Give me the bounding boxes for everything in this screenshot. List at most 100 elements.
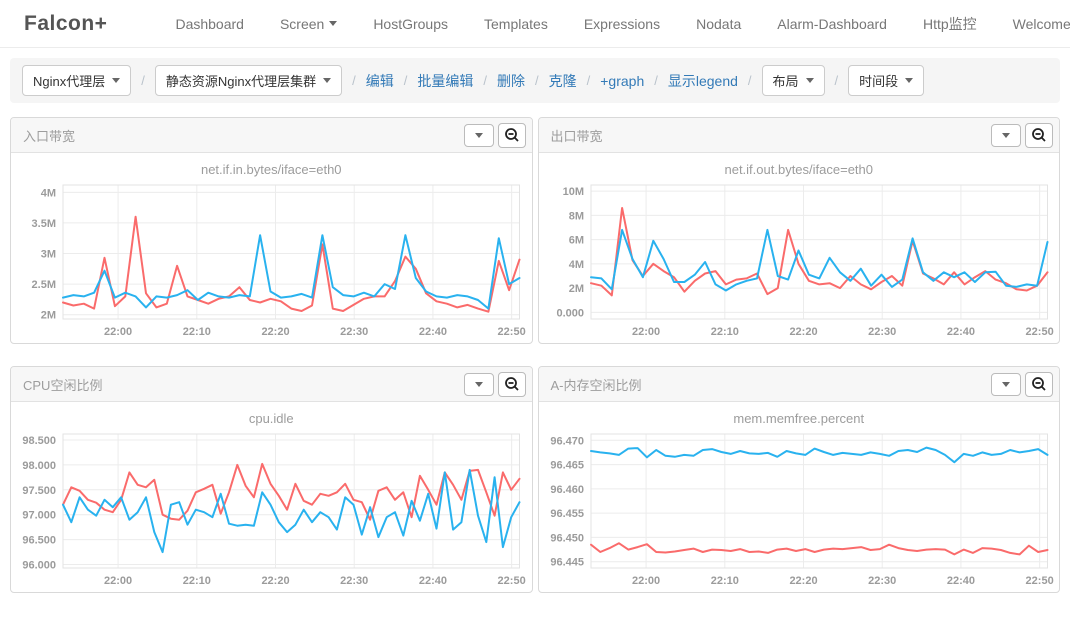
layout-dropdown[interactable]: 布局 (761, 65, 825, 96)
delete-link[interactable]: 删除 (497, 72, 525, 89)
nav-menu: Dashboard Screen HostGroups Templates Ex… (175, 14, 1070, 34)
svg-text:22:50: 22:50 (498, 575, 526, 587)
panel-inbound-bandwidth: 入口带宽 net.if.in.bytes/iface=eth0 2M 2.5M 3M… (10, 117, 533, 344)
svg-text:22:10: 22:10 (710, 326, 738, 338)
panel-header: CPU空闲比例 (11, 367, 532, 402)
line-chart-net-if-out[interactable]: 0.000 2M 4M 6M 8M 10M 22:00 22:10 22:20 22:30 22:4… (539, 179, 1060, 343)
svg-text:8M: 8M (568, 210, 583, 222)
svg-text:0.000: 0.000 (556, 307, 584, 319)
nav-item-nodata[interactable]: Nodata (696, 15, 742, 32)
svg-text:3M: 3M (41, 249, 56, 261)
svg-text:96.465: 96.465 (550, 460, 584, 472)
panel-zoom-button[interactable] (1025, 371, 1053, 397)
nav-item-screen[interactable]: Screen (280, 16, 338, 32)
svg-text:96.000: 96.000 (22, 560, 56, 572)
svg-text:22:30: 22:30 (340, 575, 368, 587)
svg-text:22:00: 22:00 (104, 326, 132, 338)
magnifier-minus-icon (504, 377, 519, 391)
svg-text:96.445: 96.445 (550, 557, 584, 569)
svg-text:22:50: 22:50 (1025, 326, 1053, 338)
panel-memfree-percent: A-内存空闲比例 mem.memfree.percent 96.445 96.45… (537, 366, 1060, 593)
svg-text:22:20: 22:20 (261, 575, 289, 587)
line-chart-net-if-in[interactable]: 2M 2.5M 3M 3.5M 4M 22:00 22:10 22:20 22:30 22:40 2… (11, 179, 532, 343)
add-graph-link[interactable]: +graph (600, 72, 645, 89)
svg-text:22:40: 22:40 (946, 326, 974, 338)
panel-title: 入口带宽 (23, 128, 76, 144)
breadcrumb-separator: / (535, 73, 539, 88)
magnifier-minus-icon (1032, 377, 1046, 391)
panel-zoom-button[interactable] (497, 371, 526, 397)
line-chart-memfree[interactable]: 96.445 96.450 96.455 96.460 96.465 96.470 22:0… (539, 428, 1060, 592)
chart-title: mem.memfree.percent (733, 411, 865, 426)
panel-options-button[interactable] (991, 123, 1021, 147)
charts-grid: 入口带宽 net.if.in.bytes/iface=eth0 2M 2.5M 3M… (10, 117, 1060, 593)
batch-edit-link[interactable]: 批量编辑 (417, 72, 474, 89)
nav-item-expressions[interactable]: Expressions (583, 15, 661, 32)
screen-toolbar: Nginx代理层 / 静态资源Nginx代理层集群 / 编辑 / 批量编辑 / … (10, 58, 1060, 103)
svg-text:4M: 4M (41, 187, 56, 199)
chevron-down-icon (474, 381, 483, 387)
chevron-down-icon (805, 78, 814, 83)
line-chart-cpu-idle[interactable]: 96.000 96.500 97.000 97.500 98.000 98.500 22:0… (11, 428, 532, 592)
svg-text:22:50: 22:50 (498, 326, 526, 338)
edit-link[interactable]: 编辑 (365, 72, 394, 89)
panel-options-button[interactable] (463, 123, 494, 147)
panel-options-button[interactable] (991, 372, 1021, 396)
screen-select-dropdown[interactable]: Nginx代理层 (22, 65, 132, 96)
nav-item-hostgroups[interactable]: HostGroups (373, 15, 449, 32)
panel-title: CPU空闲比例 (23, 377, 103, 393)
panel-zoom-button[interactable] (497, 122, 526, 148)
brand-logo: Falcon+ (24, 11, 108, 35)
panel-header: 入口带宽 (11, 118, 532, 153)
clone-link[interactable]: 克隆 (548, 72, 577, 89)
nav-item-templates[interactable]: Templates (484, 15, 548, 32)
svg-text:96.460: 96.460 (550, 484, 584, 496)
panel-header: A-内存空闲比例 (538, 367, 1059, 402)
svg-text:98.000: 98.000 (22, 460, 56, 472)
timerange-dropdown[interactable]: 时间段 (848, 65, 925, 96)
chevron-down-icon (1002, 381, 1010, 387)
breadcrumb-separator: / (747, 73, 752, 88)
chevron-down-icon (323, 78, 332, 83)
chart-title: cpu.idle (248, 411, 294, 426)
svg-text:22:10: 22:10 (710, 575, 738, 587)
breadcrumb-separator: / (141, 73, 145, 88)
top-navbar: Falcon+ Dashboard Screen HostGroups Temp… (0, 0, 1070, 48)
breadcrumb-separator: / (586, 73, 591, 88)
nav-item-user-menu[interactable]: Welcome luojunwu (1012, 15, 1070, 32)
svg-text:6M: 6M (568, 235, 583, 247)
svg-text:22:20: 22:20 (789, 575, 817, 587)
svg-text:97.500: 97.500 (22, 485, 56, 497)
svg-text:22:00: 22:00 (632, 575, 660, 587)
panel-zoom-button[interactable] (1025, 122, 1053, 148)
svg-text:22:30: 22:30 (868, 326, 896, 338)
magnifier-minus-icon (504, 128, 519, 142)
svg-text:22:00: 22:00 (632, 326, 660, 338)
svg-text:10M: 10M (562, 186, 583, 198)
svg-text:96.470: 96.470 (550, 435, 584, 447)
breadcrumb-separator: / (834, 73, 839, 88)
svg-text:22:30: 22:30 (340, 326, 368, 338)
svg-text:22:40: 22:40 (419, 575, 447, 587)
svg-text:4M: 4M (568, 259, 583, 271)
nav-item-alarm-dashboard[interactable]: Alarm-Dashboard (777, 15, 887, 32)
svg-text:98.500: 98.500 (22, 435, 56, 447)
chart-title: net.if.in.bytes/iface=eth0 (200, 162, 342, 177)
show-legend-link[interactable]: 显示legend (667, 72, 738, 89)
svg-text:2.5M: 2.5M (32, 279, 56, 291)
chevron-down-icon (329, 21, 338, 26)
chevron-down-icon (905, 78, 914, 83)
svg-text:96.455: 96.455 (550, 508, 584, 520)
svg-text:96.500: 96.500 (22, 535, 56, 547)
magnifier-minus-icon (1032, 128, 1046, 142)
nav-item-dashboard[interactable]: Dashboard (175, 15, 244, 32)
breadcrumb-separator: / (654, 73, 658, 88)
svg-text:22:10: 22:10 (183, 326, 211, 338)
nav-item-http-monitor[interactable]: Http监控 (922, 15, 977, 32)
breadcrumb-separator: / (403, 73, 408, 88)
group-select-dropdown[interactable]: 静态资源Nginx代理层集群 (154, 65, 343, 96)
panel-cpu-idle: CPU空闲比例 cpu.idle 96.000 96.500 97.000 97.50… (10, 366, 533, 593)
svg-text:22:30: 22:30 (868, 575, 896, 587)
svg-text:3.5M: 3.5M (32, 218, 56, 230)
panel-options-button[interactable] (463, 372, 494, 396)
